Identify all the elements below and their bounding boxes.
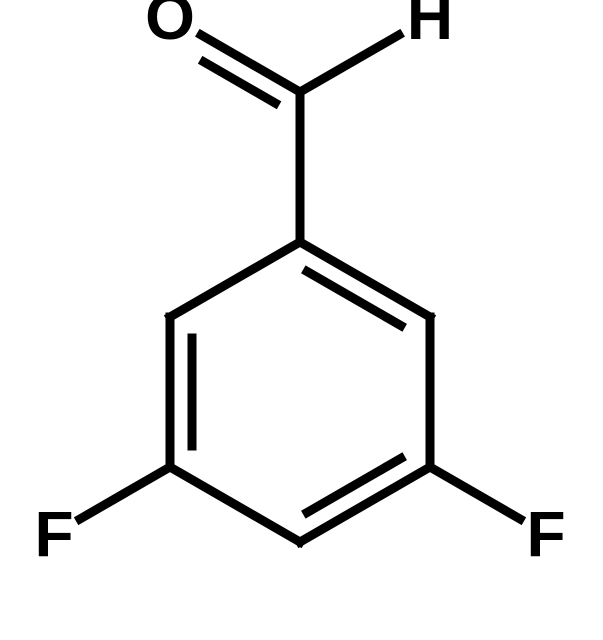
bond	[430, 467, 520, 519]
bond-double-inner	[307, 272, 401, 326]
bond	[170, 242, 300, 317]
bond-double-inner	[307, 458, 401, 512]
bond	[170, 467, 300, 542]
atom-label-f: F	[526, 498, 565, 570]
bond	[80, 467, 170, 519]
atom-label-f: F	[34, 498, 73, 570]
molecule-diagram: O H F F	[0, 0, 603, 640]
bond	[201, 35, 300, 92]
atom-label-o: O	[145, 0, 195, 53]
atom-label-h: H	[407, 0, 453, 53]
bond	[300, 35, 399, 92]
